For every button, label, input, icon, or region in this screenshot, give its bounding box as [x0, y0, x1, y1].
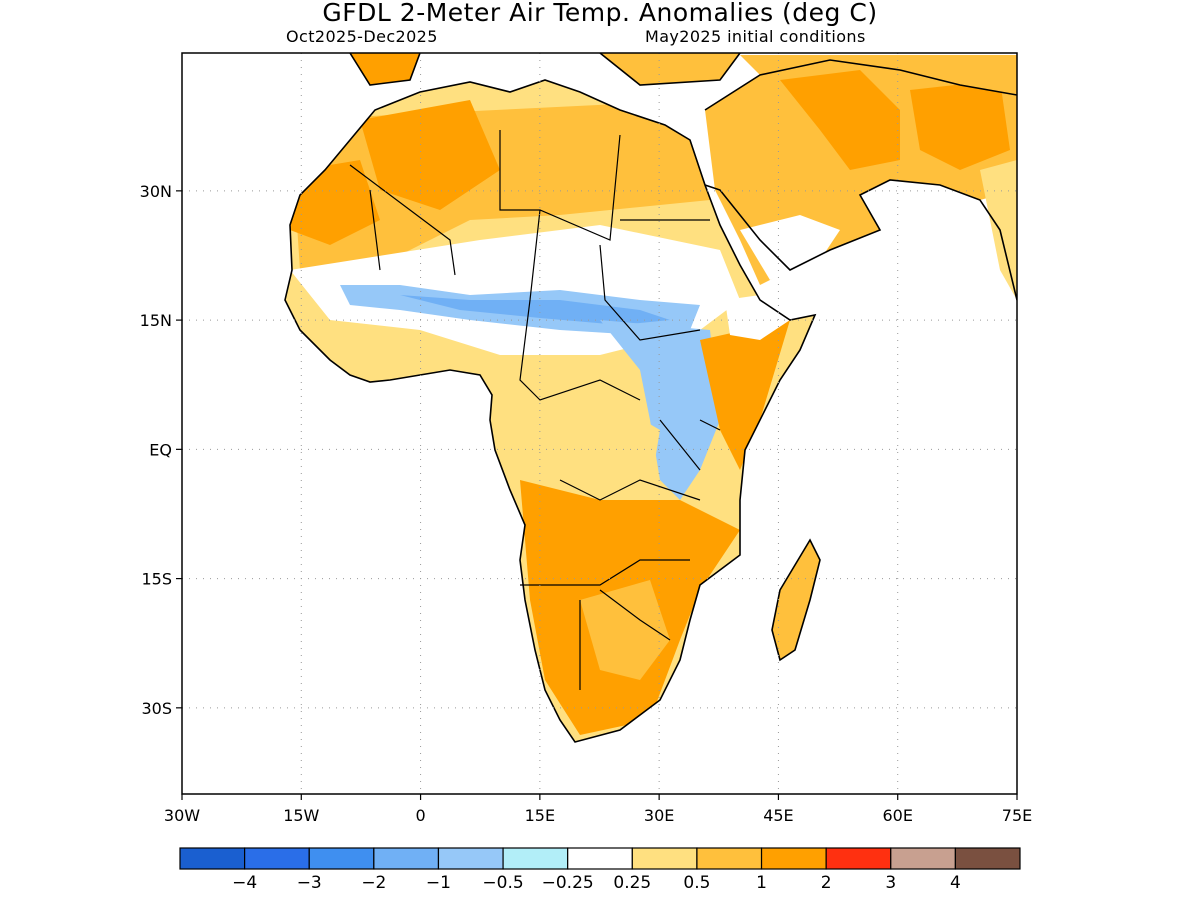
x-tick-label: 0 [415, 806, 425, 825]
madagascar-coastline [771, 538, 821, 662]
map-title: GFDL 2-Meter Air Temp. Anomalies (deg C) [322, 0, 878, 27]
region-algeria [360, 100, 500, 210]
colorbar-label: −0.25 [542, 873, 594, 893]
region-yemen-neutral [740, 215, 840, 280]
x-tick-label: 30E [644, 806, 674, 825]
region-east-africa-highlands [600, 320, 720, 500]
region-sahel-belt [400, 295, 670, 325]
colorbar-swatch [308, 847, 375, 870]
y-tick-label: 15N [140, 311, 172, 330]
colorbar-label: 1 [756, 873, 767, 893]
colorbar-label: 0.25 [613, 873, 651, 893]
region-iraq-iran [780, 70, 900, 170]
x-tick-label: 60E [882, 806, 912, 825]
colorbar-swatch [502, 847, 569, 870]
colorbar-swatch [954, 847, 1021, 870]
y-tick-label: 30S [141, 699, 172, 718]
colorbar-swatch [760, 847, 827, 870]
x-tick-label: 75E [1002, 806, 1032, 825]
colorbar-swatch [696, 847, 763, 870]
colorbar-label: −1 [426, 873, 451, 893]
region-congo [540, 395, 660, 505]
x-tick-label: 30W [164, 806, 200, 825]
region-botswana [580, 580, 670, 680]
country-borders [349, 130, 721, 690]
y-tick-label: 30N [140, 182, 172, 201]
colorbar-swatch [631, 847, 698, 870]
arabia-coastline [704, 59, 1017, 301]
colorbar-label: 4 [950, 873, 961, 893]
region-afghanistan [910, 80, 1010, 170]
colorbar-swatch [825, 847, 892, 870]
colorbar-swatch [244, 847, 310, 870]
axis-ticks: 30W 15W 0 15E 30E 45E 60E 75E 30N 15N EQ 15S 30S [140, 182, 1033, 825]
colorbar-label: 0.5 [683, 873, 710, 893]
x-tick-label: 45E [763, 806, 793, 825]
colorbar-swatch [179, 847, 246, 870]
colorbar-label: 2 [821, 873, 832, 893]
colorbar: −4 −3 −2 −1 −0.5 −0.25 0.25 0.5 1 2 3 4 [179, 847, 1021, 893]
colorbar-label: −0.5 [482, 873, 523, 893]
colorbar-label: −4 [232, 873, 257, 893]
map-frame [181, 52, 1018, 795]
colorbar-label: −3 [297, 873, 322, 893]
region-balkans [600, 53, 740, 85]
africa-coastline [284, 79, 817, 743]
border-lines [349, 130, 721, 690]
coastlines [284, 53, 1017, 743]
initial-conditions: May2025 initial conditions [645, 27, 866, 46]
europe-coastline [349, 53, 741, 86]
colorbar-label: 3 [885, 873, 896, 893]
region-turkey-caucasus [740, 55, 1017, 95]
region-madagascar [772, 540, 820, 660]
y-tick-label: 15S [141, 570, 172, 589]
colorbar-swatch [890, 847, 956, 870]
y-tick-label: EQ [149, 440, 172, 459]
x-tick-label: 15W [283, 806, 319, 825]
land-anomaly-shading [285, 53, 1017, 742]
region-ethiopia-neutral [725, 295, 790, 340]
region-horn-of-africa [700, 320, 790, 470]
colorbar-swatch [567, 847, 633, 870]
colorbar-swatch [437, 847, 504, 870]
colorbar-label: −2 [361, 873, 386, 893]
colorbar-swatch [373, 847, 440, 870]
forecast-period: Oct2025-Dec2025 [286, 27, 438, 46]
region-iberia [350, 53, 420, 85]
x-tick-label: 15E [525, 806, 555, 825]
